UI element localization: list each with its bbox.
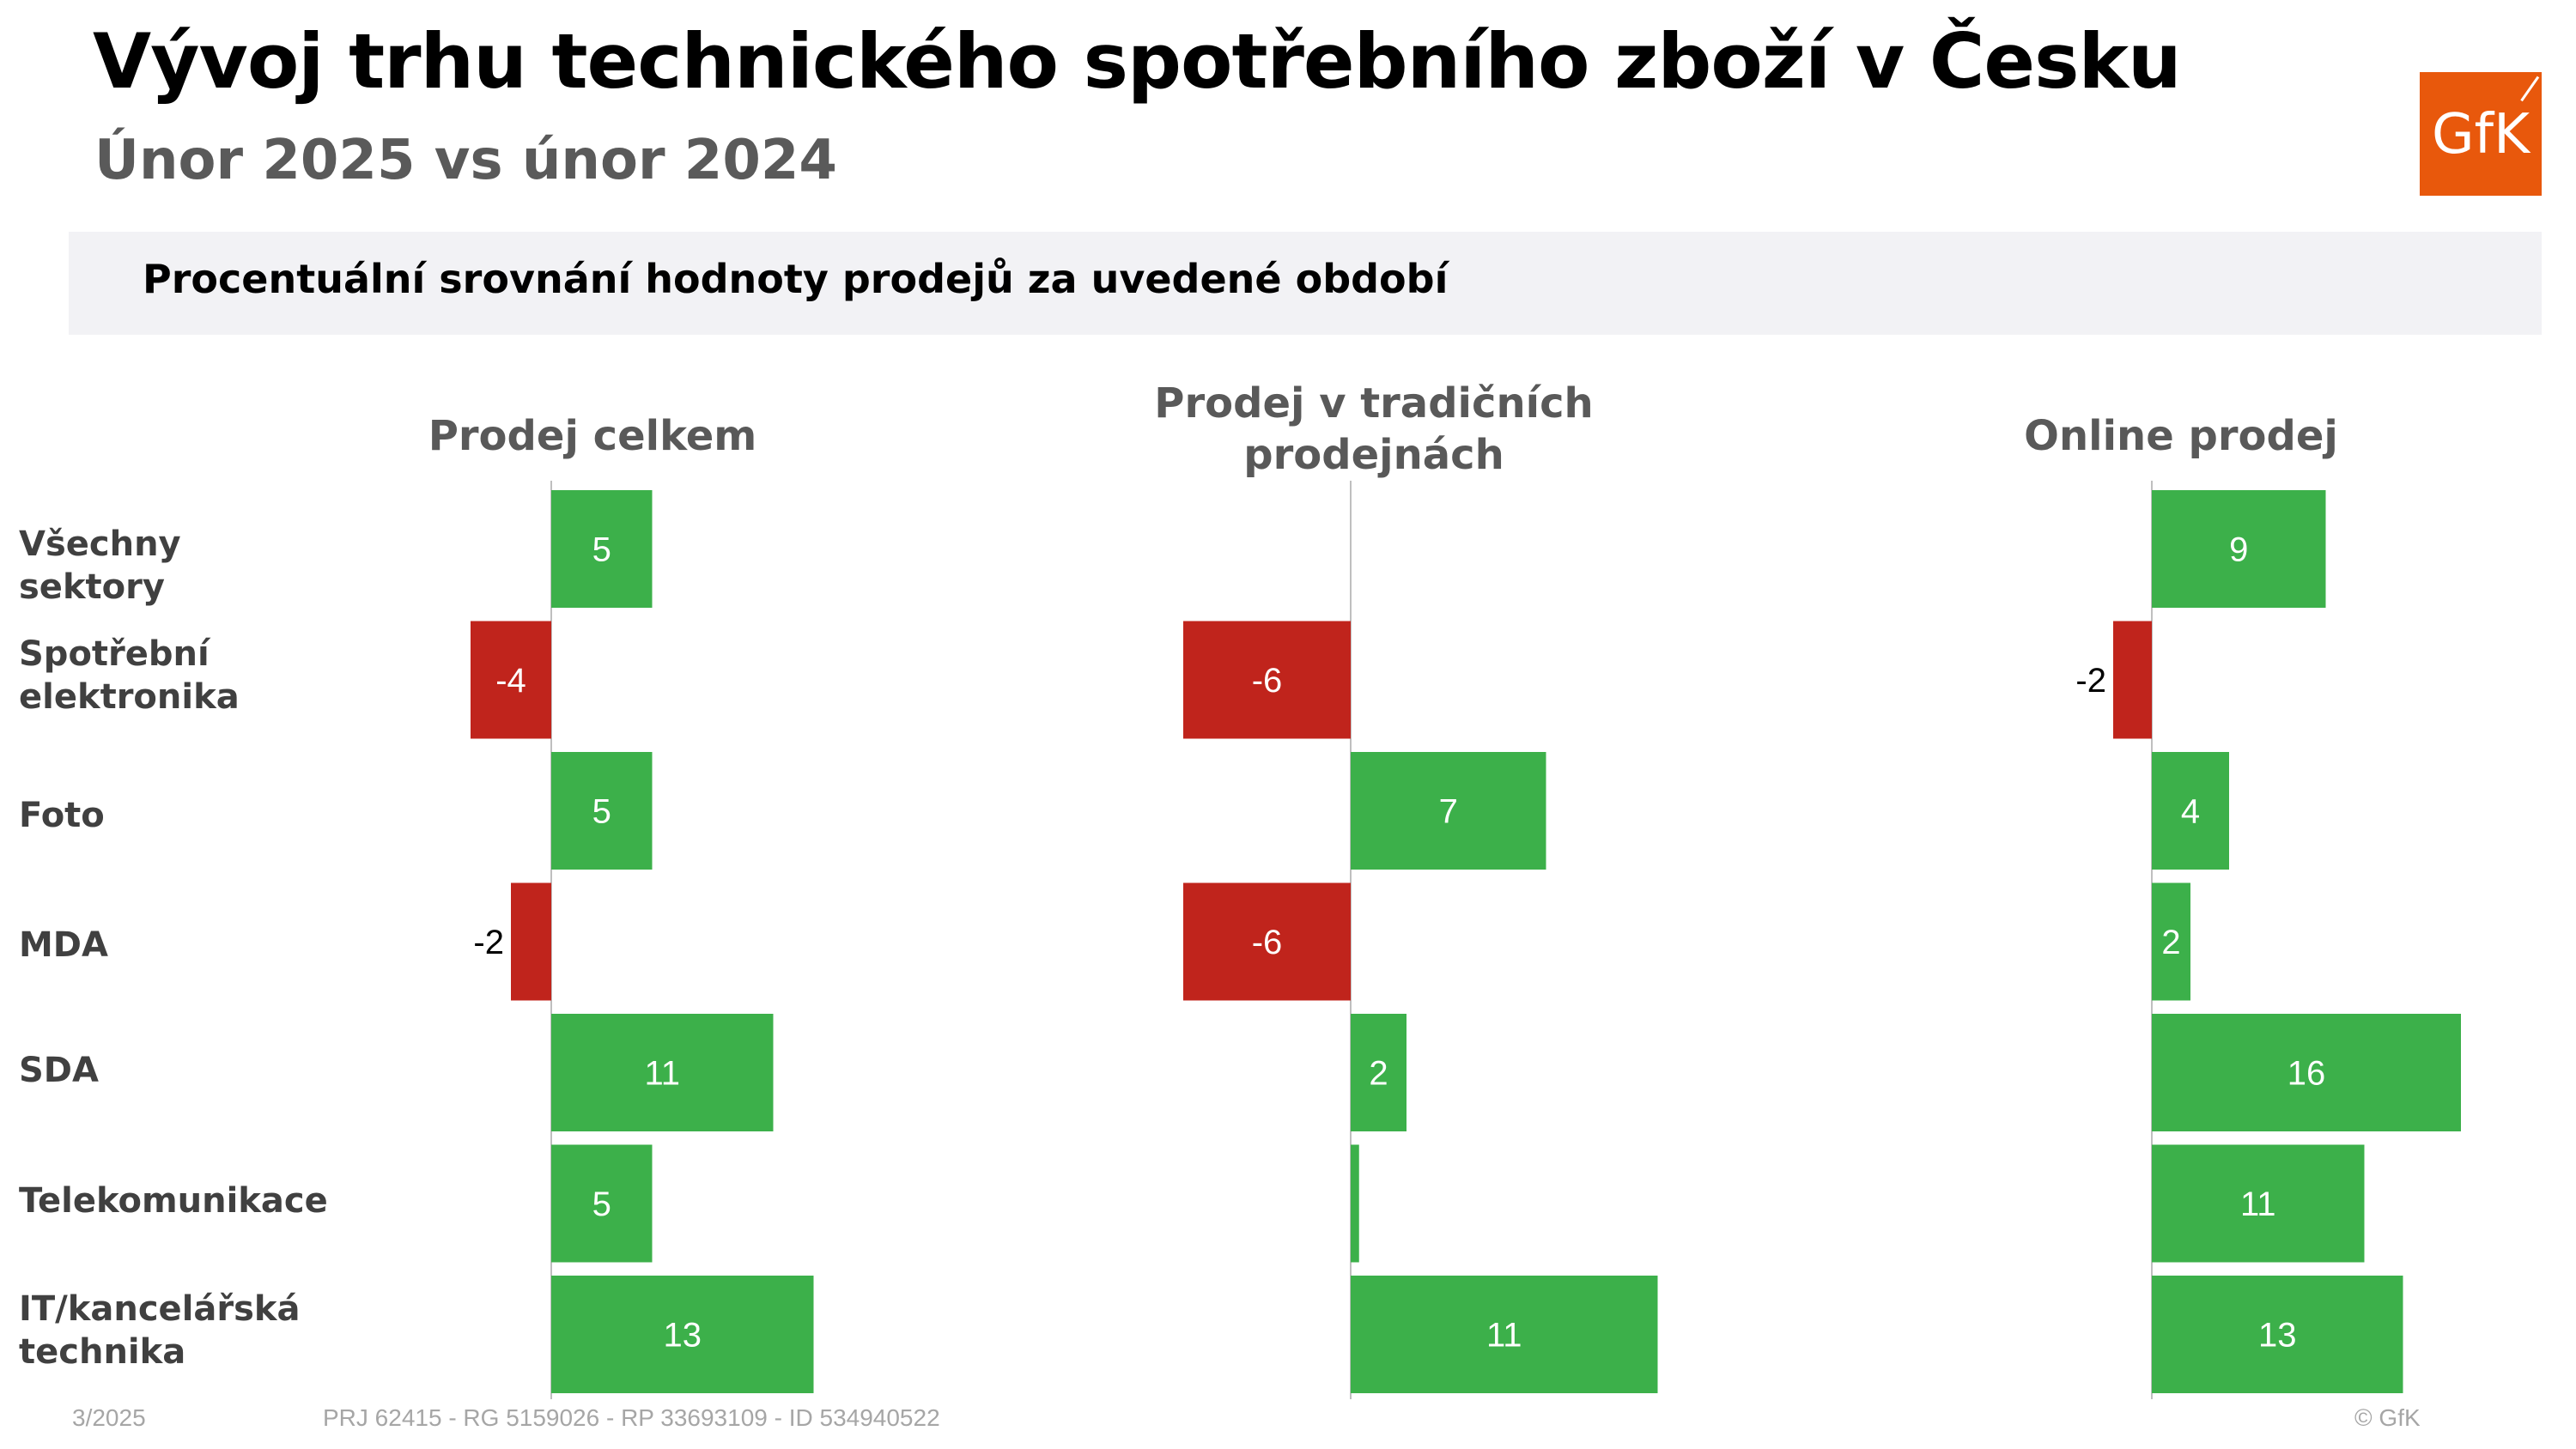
data-label-total-0: 5 (592, 531, 611, 569)
category-label-it-office: IT/kancelářská technika (19, 1289, 301, 1372)
bar-online-3 (2152, 882, 2190, 1001)
data-label-stores-2: 7 (1439, 793, 1458, 831)
bar-online-6 (2152, 1276, 2403, 1393)
data-label-total-2: 5 (592, 793, 611, 831)
bar-total-1 (471, 621, 551, 739)
category-label-mda: MDA (19, 925, 108, 965)
data-label-stores-4: 2 (1369, 1055, 1388, 1093)
panel-title-total: Prodej celkem (428, 412, 757, 460)
category-label-sda: SDA (19, 1051, 99, 1090)
bar-total-4 (551, 1014, 774, 1131)
section-band-label: Procentuální srovnání hodnoty prodejů za… (143, 256, 1449, 302)
data-label-total-1: -4 (495, 662, 526, 700)
bar-online-1 (2113, 621, 2152, 739)
bar-online-4 (2152, 1014, 2461, 1131)
bar-total-5 (551, 1144, 653, 1263)
category-label-telecom: Telekomunikace (19, 1181, 328, 1221)
panel-title-online: Online prodej (2024, 412, 2338, 460)
bar-total-3 (511, 882, 551, 1001)
footer-date: 3/2025 (72, 1404, 146, 1431)
data-label-stores-3: -6 (1252, 924, 1283, 961)
gfk-logo: GfK (2420, 72, 2542, 196)
page-subtitle: Únor 2025 vs únor 2024 (94, 129, 837, 192)
bar-stores-3 (1183, 882, 1351, 1001)
data-label-total-4: 11 (644, 1055, 680, 1093)
data-label-online-1: -2 (2075, 662, 2106, 700)
data-label-total-5: 5 (592, 1185, 611, 1223)
data-label-stores-6: 11 (1486, 1317, 1522, 1355)
logo-text: GfK (2431, 103, 2530, 167)
category-label-all-sectors: Všechny sektory (19, 524, 181, 607)
bar-total-2 (551, 752, 653, 870)
section-band: Procentuální srovnání hodnoty prodejů za… (69, 232, 2542, 335)
data-label-online-6: 13 (2258, 1317, 2297, 1355)
bar-total-0 (551, 490, 653, 608)
panel-title-stores: Prodej v tradičních prodejnách (1154, 379, 1594, 479)
data-label-online-4: 16 (2287, 1055, 2326, 1093)
bar-online-0 (2152, 490, 2326, 608)
data-label-online-2: 4 (2181, 793, 2200, 831)
bar-stores-1 (1183, 621, 1351, 739)
page-title: Vývoj trhu technického spotřebního zboží… (93, 17, 2182, 106)
category-label-photo: Foto (19, 796, 105, 835)
bar-stores-6 (1351, 1276, 1658, 1393)
footer-copyright: © GfK (2354, 1404, 2421, 1431)
data-label-online-0: 9 (2229, 531, 2248, 569)
data-label-online-3: 2 (2161, 924, 2180, 961)
bar-total-6 (551, 1276, 814, 1393)
bar-stores-2 (1351, 752, 1546, 870)
bar-stores-5 (1351, 1144, 1359, 1263)
data-label-stores-1: -6 (1252, 662, 1283, 700)
category-label-consumer-electronics: Spotřební elektronika (19, 634, 240, 717)
bar-stores-4 (1351, 1014, 1406, 1131)
bar-online-5 (2152, 1144, 2365, 1263)
data-label-total-3: -2 (473, 924, 504, 961)
footer-project-id: PRJ 62415 - RG 5159026 - RP 33693109 - I… (323, 1404, 940, 1431)
data-label-online-5: 11 (2240, 1185, 2276, 1223)
data-label-total-6: 13 (664, 1317, 702, 1355)
bar-online-2 (2152, 752, 2229, 870)
